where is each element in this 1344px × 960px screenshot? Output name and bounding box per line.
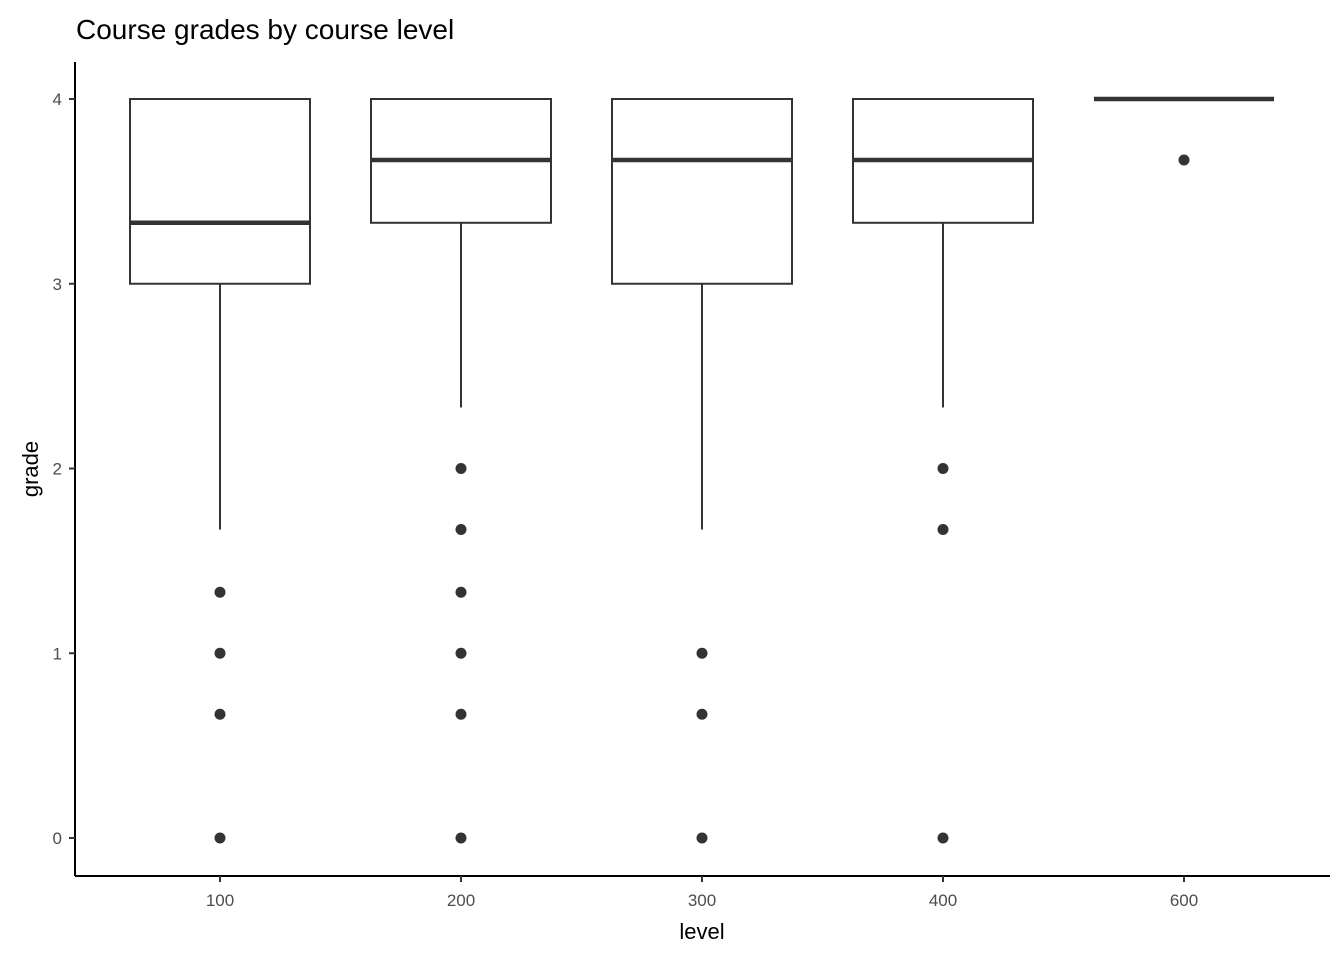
x-tick-label: 300: [688, 891, 716, 910]
box-iqr: [129, 98, 311, 285]
outlier-point: [455, 708, 467, 720]
box-100: [129, 98, 311, 844]
y-ticks: 0 1 2 3 4: [53, 90, 75, 848]
outlier-point: [455, 647, 467, 659]
outlier-point: [214, 586, 226, 598]
outlier-point: [455, 463, 467, 474]
outlier-point: [937, 523, 949, 535]
x-ticks: 100 200 300 400 600: [206, 876, 1198, 910]
plot-area: [129, 96, 1274, 844]
y-tick-label: 0: [53, 829, 62, 848]
y-tick-label: 4: [53, 90, 62, 109]
x-tick-label: 100: [206, 891, 234, 910]
outlier-point: [214, 647, 226, 659]
outlier-point: [455, 832, 467, 844]
outlier-point: [455, 523, 467, 535]
outlier-point: [455, 586, 467, 598]
x-tick-label: 200: [447, 891, 475, 910]
y-axis-title: grade: [18, 441, 43, 497]
x-axis-title: level: [679, 919, 724, 944]
box-600: [1094, 96, 1274, 166]
box-300: [611, 98, 793, 844]
box-200: [370, 98, 552, 844]
outlier-point: [214, 708, 226, 720]
outlier-point: [696, 647, 708, 659]
outlier-point: [696, 832, 708, 844]
chart-title: Course grades by course level: [76, 14, 454, 45]
outlier-point: [937, 832, 949, 844]
outlier-point: [696, 708, 708, 720]
outlier-point: [937, 463, 949, 474]
box-400: [852, 98, 1034, 844]
x-tick-label: 600: [1170, 891, 1198, 910]
box-iqr: [611, 98, 793, 285]
y-tick-label: 1: [53, 644, 62, 663]
outlier-point: [1178, 154, 1190, 166]
x-tick-label: 400: [929, 891, 957, 910]
y-tick-label: 3: [53, 275, 62, 294]
outlier-point: [214, 832, 226, 844]
y-tick-label: 2: [53, 460, 62, 479]
